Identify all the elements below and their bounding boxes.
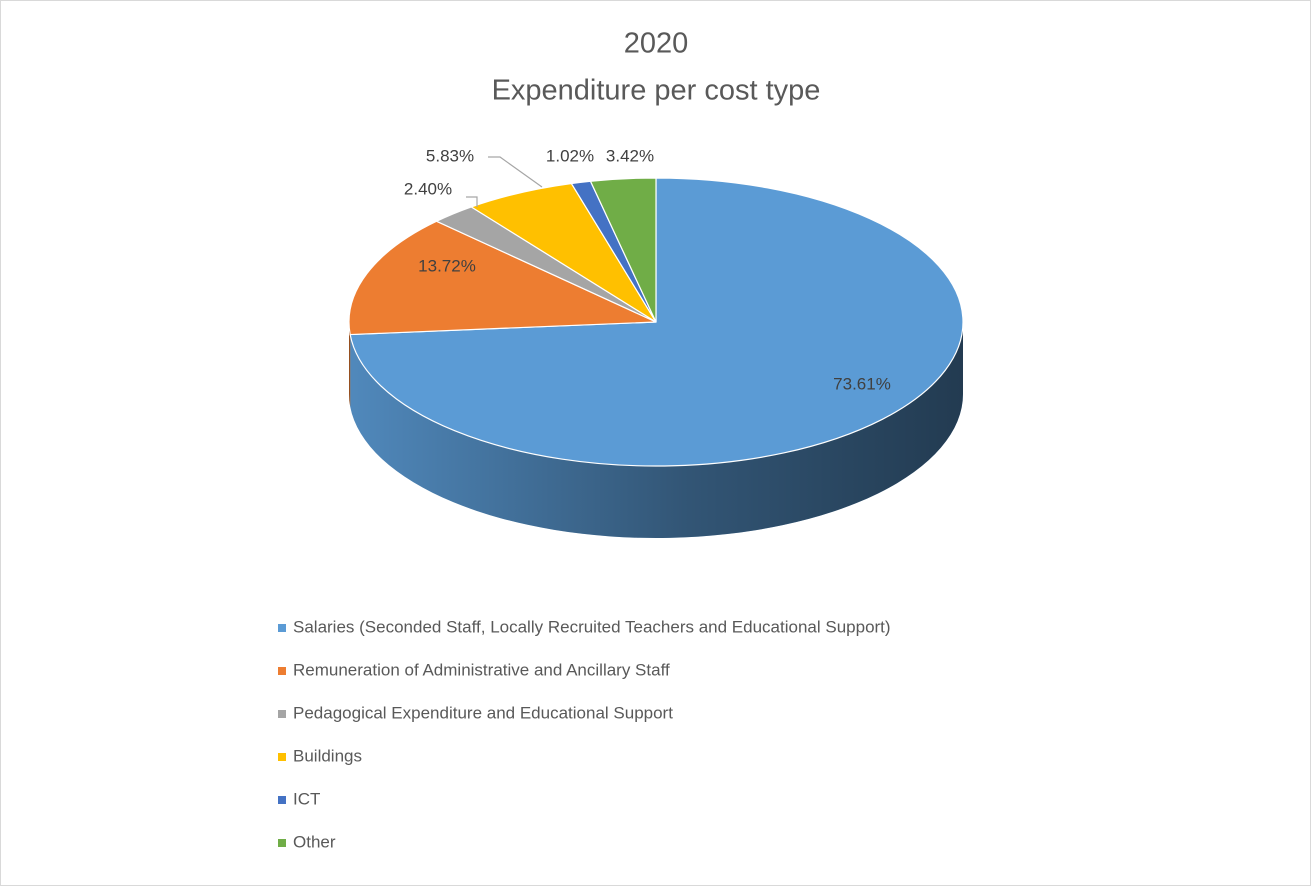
leader-line xyxy=(488,156,543,188)
legend-label: Remuneration of Administrative and Ancil… xyxy=(293,660,670,679)
legend-label: Buildings xyxy=(293,746,362,765)
slice-side-shade xyxy=(349,322,351,407)
legend-label: ICT xyxy=(293,789,320,808)
data-label: 5.83% xyxy=(426,146,474,165)
data-label: 2.40% xyxy=(404,179,452,198)
slice xyxy=(589,177,657,323)
chart-subtitle: Expenditure per cost type xyxy=(492,75,821,107)
legend-swatch xyxy=(278,710,286,718)
data-label: 73.61% xyxy=(833,374,891,393)
legend-swatch xyxy=(278,796,286,804)
legend-swatch xyxy=(278,624,286,632)
legend-swatch xyxy=(278,667,286,675)
data-label: 13.72% xyxy=(418,256,476,275)
leader-line xyxy=(466,196,478,207)
legend-label: Salaries (Seconded Staff, Locally Recrui… xyxy=(293,617,891,636)
chart-title: 2020 xyxy=(624,28,689,60)
legend-swatch xyxy=(278,839,286,847)
slice-side-shade xyxy=(350,322,963,538)
slice xyxy=(348,220,657,336)
legend-label: Other xyxy=(293,832,336,851)
legend-swatch xyxy=(278,753,286,761)
legend-label: Pedagogical Expenditure and Educational … xyxy=(293,703,673,722)
data-label: 1.02% xyxy=(546,146,594,165)
data-label: 3.42% xyxy=(606,146,654,165)
